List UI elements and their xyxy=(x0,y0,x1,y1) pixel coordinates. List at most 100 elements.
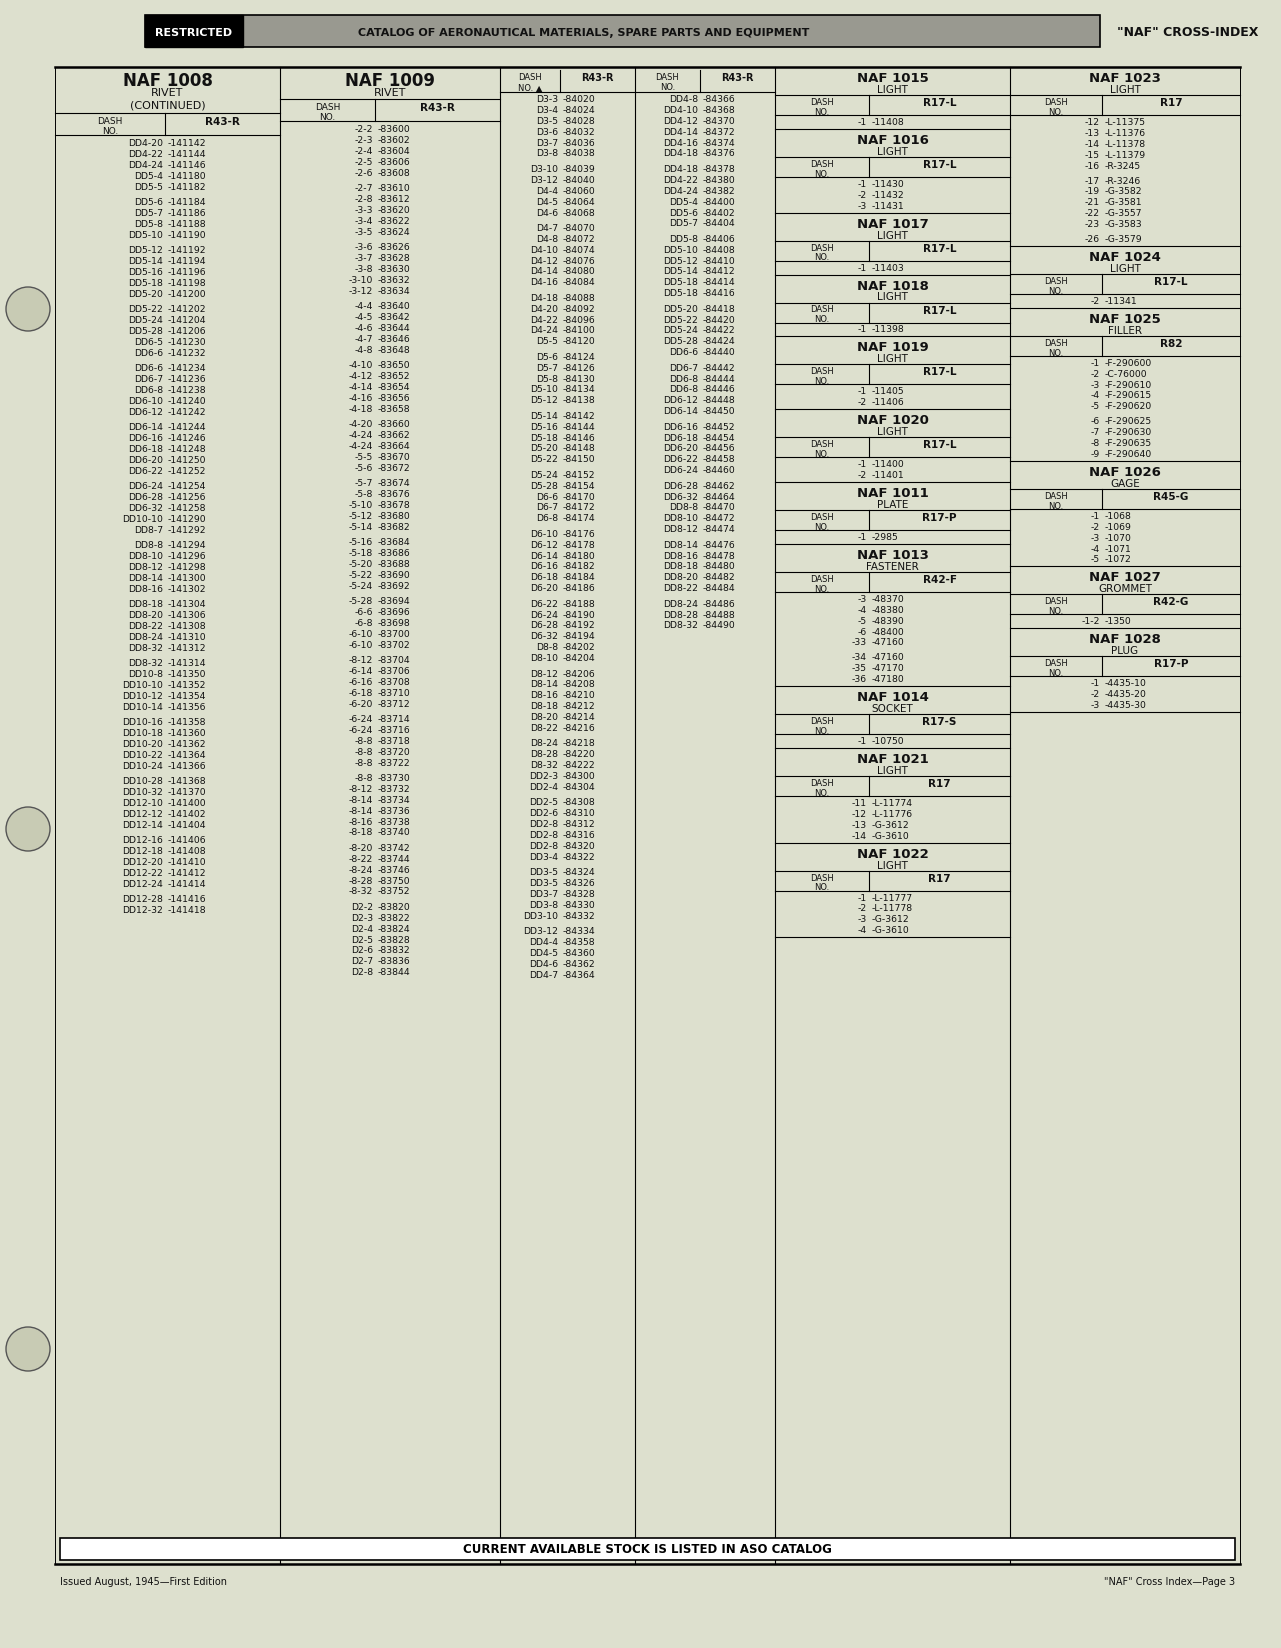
Text: -5-5: -5-5 xyxy=(355,453,373,461)
Text: DD6-6: DD6-6 xyxy=(135,348,163,358)
Text: -83710: -83710 xyxy=(378,689,411,697)
Text: -8-8: -8-8 xyxy=(355,737,373,745)
Text: D8-20: D8-20 xyxy=(530,714,559,722)
Text: -141410: -141410 xyxy=(168,857,206,867)
Text: -84322: -84322 xyxy=(564,852,596,862)
Text: D2-8: D2-8 xyxy=(351,967,373,977)
Text: -G-3612: -G-3612 xyxy=(872,821,910,829)
Bar xyxy=(145,16,1100,48)
Text: DD5-20: DD5-20 xyxy=(128,290,163,298)
Text: DD8-28: DD8-28 xyxy=(664,610,698,620)
Text: -83648: -83648 xyxy=(378,346,411,354)
Text: -84376: -84376 xyxy=(703,150,735,158)
Text: DD10-20: DD10-20 xyxy=(122,740,163,748)
Text: R17-L: R17-L xyxy=(922,440,956,450)
Text: -84360: -84360 xyxy=(564,949,596,957)
Text: LIGHT: LIGHT xyxy=(877,766,908,776)
Text: D4-14: D4-14 xyxy=(530,267,559,277)
Text: -84448: -84448 xyxy=(703,396,735,405)
Text: -83746: -83746 xyxy=(378,865,411,873)
Text: DD4-6: DD4-6 xyxy=(529,959,559,969)
Text: -141350: -141350 xyxy=(168,669,206,679)
Text: -84490: -84490 xyxy=(703,621,735,630)
Text: -83740: -83740 xyxy=(378,827,411,837)
Text: -83626: -83626 xyxy=(378,242,411,252)
Text: D3-10: D3-10 xyxy=(530,165,559,173)
Text: -47160: -47160 xyxy=(872,653,904,662)
Text: R17-S: R17-S xyxy=(922,717,957,727)
Text: -83824: -83824 xyxy=(378,925,411,933)
Text: DD8-18: DD8-18 xyxy=(664,562,698,572)
Text: -83632: -83632 xyxy=(378,275,411,285)
Text: -84334: -84334 xyxy=(564,926,596,936)
Text: -11406: -11406 xyxy=(872,399,904,407)
Text: -8-18: -8-18 xyxy=(348,827,373,837)
Text: -84064: -84064 xyxy=(564,198,596,206)
Text: DASH
NO.: DASH NO. xyxy=(810,305,834,325)
Text: -5-22: -5-22 xyxy=(348,570,373,580)
Text: -33: -33 xyxy=(852,638,867,648)
Text: -84194: -84194 xyxy=(564,633,596,641)
Text: DD6-24: DD6-24 xyxy=(128,481,163,491)
Text: -84312: -84312 xyxy=(564,819,596,829)
Text: DD8-32: DD8-32 xyxy=(128,659,163,667)
Text: FILLER: FILLER xyxy=(1108,326,1141,336)
Text: D4-16: D4-16 xyxy=(530,279,559,287)
Text: -4-4: -4-4 xyxy=(355,302,373,311)
Text: -84424: -84424 xyxy=(703,338,735,346)
Text: -6: -6 xyxy=(858,628,867,636)
Text: D4-8: D4-8 xyxy=(535,234,559,244)
Text: (CONTINUED): (CONTINUED) xyxy=(129,101,205,110)
Text: DD5-7: DD5-7 xyxy=(669,219,698,229)
Text: -4435-30: -4435-30 xyxy=(1106,700,1146,710)
Bar xyxy=(145,16,243,48)
Text: -13: -13 xyxy=(1085,129,1100,138)
Text: -2: -2 xyxy=(1090,297,1100,307)
Text: -11431: -11431 xyxy=(872,201,904,211)
Text: -8-22: -8-22 xyxy=(348,854,373,864)
Text: -141238: -141238 xyxy=(168,386,206,394)
Text: -84038: -84038 xyxy=(564,150,596,158)
Text: -L-11379: -L-11379 xyxy=(1106,150,1146,160)
Text: R17: R17 xyxy=(929,778,951,788)
Text: D5-8: D5-8 xyxy=(535,374,559,384)
Text: -141406: -141406 xyxy=(168,836,206,844)
Text: DD5-18: DD5-18 xyxy=(128,279,163,288)
Text: DD10-32: DD10-32 xyxy=(122,788,163,796)
Text: -84326: -84326 xyxy=(564,878,596,888)
Text: DD12-12: DD12-12 xyxy=(122,809,163,819)
Text: LIGHT: LIGHT xyxy=(877,354,908,364)
Text: -83640: -83640 xyxy=(378,302,411,311)
Text: -83676: -83676 xyxy=(378,489,411,499)
Text: -141232: -141232 xyxy=(168,348,206,358)
Text: -83608: -83608 xyxy=(378,168,411,178)
Text: -141362: -141362 xyxy=(168,740,206,748)
Text: -141298: -141298 xyxy=(168,562,206,572)
Text: -5: -5 xyxy=(1091,555,1100,564)
Text: LIGHT: LIGHT xyxy=(877,147,908,157)
Text: -83646: -83646 xyxy=(378,335,411,343)
Text: -83828: -83828 xyxy=(378,934,411,944)
Text: DD12-14: DD12-14 xyxy=(122,821,163,829)
Text: -1350: -1350 xyxy=(1106,616,1131,626)
Text: -F-290615: -F-290615 xyxy=(1106,391,1152,400)
Text: -3: -3 xyxy=(1090,534,1100,542)
Text: -83662: -83662 xyxy=(378,430,411,440)
Text: -84408: -84408 xyxy=(703,246,735,254)
Text: DD6-8: DD6-8 xyxy=(669,386,698,394)
Text: -4435-10: -4435-10 xyxy=(1106,679,1146,687)
Text: -141206: -141206 xyxy=(168,326,206,336)
Text: -14: -14 xyxy=(852,831,867,840)
Text: -84192: -84192 xyxy=(564,621,596,630)
Text: "NAF" Cross Index—Page 3: "NAF" Cross Index—Page 3 xyxy=(1104,1575,1235,1585)
Text: -1: -1 xyxy=(1090,679,1100,687)
Text: -2: -2 xyxy=(858,399,867,407)
Text: -3-12: -3-12 xyxy=(348,287,373,295)
Text: -141292: -141292 xyxy=(168,526,206,534)
Text: -83698: -83698 xyxy=(378,618,411,628)
Text: -141308: -141308 xyxy=(168,621,206,631)
Text: D8-14: D8-14 xyxy=(530,681,559,689)
Text: -84308: -84308 xyxy=(564,798,596,808)
Text: R17-L: R17-L xyxy=(922,305,956,315)
Text: -G-3583: -G-3583 xyxy=(1106,219,1143,229)
